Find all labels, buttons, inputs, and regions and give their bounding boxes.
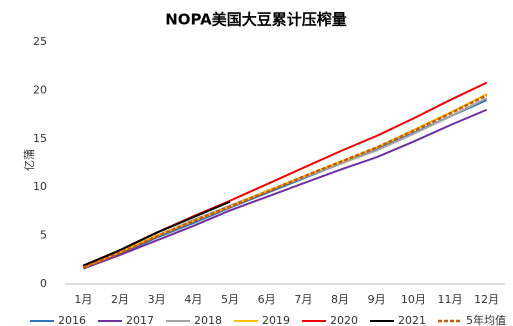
y-tick-label: 10 — [33, 180, 47, 193]
line-series — [82, 200, 231, 267]
y-axis-label: 亿蒲 — [22, 149, 36, 171]
chart-title: NOPA美国大豆累计压榨量 — [165, 11, 347, 29]
legend-label: 2017 — [126, 314, 154, 326]
legend-label: 5年均值 — [466, 313, 506, 326]
legend-label: 2020 — [330, 314, 358, 326]
legend-label: 2021 — [398, 314, 426, 326]
x-tick-label: 7月 — [294, 293, 312, 306]
x-tick-label: 10月 — [401, 293, 426, 306]
x-tick-label: 5月 — [221, 293, 239, 306]
x-tick-label: 1月 — [74, 293, 92, 306]
y-tick-label: 5 — [40, 229, 47, 242]
x-tick-label: 4月 — [184, 293, 202, 306]
x-tick-label: 3月 — [148, 293, 166, 306]
legend-label: 2016 — [58, 314, 86, 326]
x-tick-label: 8月 — [331, 293, 349, 306]
line-series — [82, 93, 488, 269]
line-series — [82, 94, 488, 269]
y-tick-label: 25 — [33, 35, 47, 48]
y-tick-label: 0 — [40, 277, 47, 290]
x-tick-label: 11月 — [438, 293, 463, 306]
y-tick-label: 15 — [33, 132, 47, 145]
legend-label: 2018 — [194, 314, 222, 326]
x-tick-label: 6月 — [258, 293, 276, 306]
legend-label: 2019 — [262, 314, 290, 326]
line-series — [82, 108, 488, 270]
x-tick-label: 12月 — [474, 293, 499, 306]
x-tick-label: 9月 — [368, 293, 386, 306]
y-tick-label: 20 — [33, 83, 47, 96]
x-tick-label: 2月 — [111, 293, 129, 306]
